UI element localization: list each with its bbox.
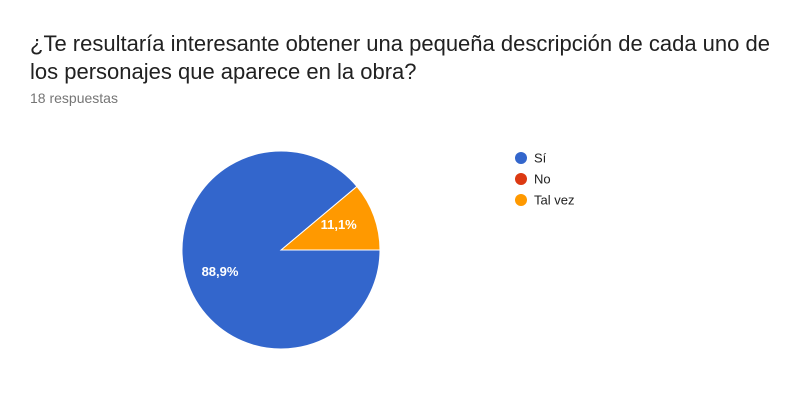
slice-label-2: 11,1%	[321, 217, 358, 232]
pie-slice-tal-vez[interactable]	[279, 185, 381, 251]
response-count: 18 respuestas	[30, 90, 118, 106]
slice-label-0: 88,9%	[202, 264, 239, 279]
legend-marker-0	[515, 152, 527, 164]
legend-marker-2	[515, 194, 527, 206]
legend-label-0: Sí	[534, 151, 547, 166]
pie-slice-si[interactable]	[181, 150, 381, 350]
question-title: ¿Te resultaría interesante obtener una p…	[30, 31, 770, 84]
legend-label-2: Tal vez	[534, 193, 574, 208]
legend-label-1: No	[534, 172, 551, 187]
legend-marker-1	[515, 173, 527, 185]
